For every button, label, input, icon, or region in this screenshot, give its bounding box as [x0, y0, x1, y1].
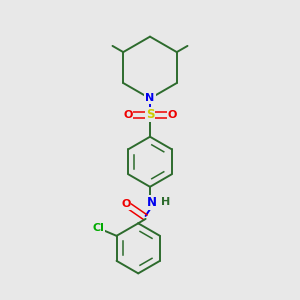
- Text: O: O: [121, 199, 130, 209]
- Text: Cl: Cl: [93, 224, 105, 233]
- Text: N: N: [146, 94, 154, 103]
- Text: O: O: [167, 110, 177, 120]
- Text: H: H: [161, 197, 170, 207]
- Text: N: N: [147, 196, 158, 208]
- Text: O: O: [123, 110, 133, 120]
- Text: S: S: [146, 108, 154, 121]
